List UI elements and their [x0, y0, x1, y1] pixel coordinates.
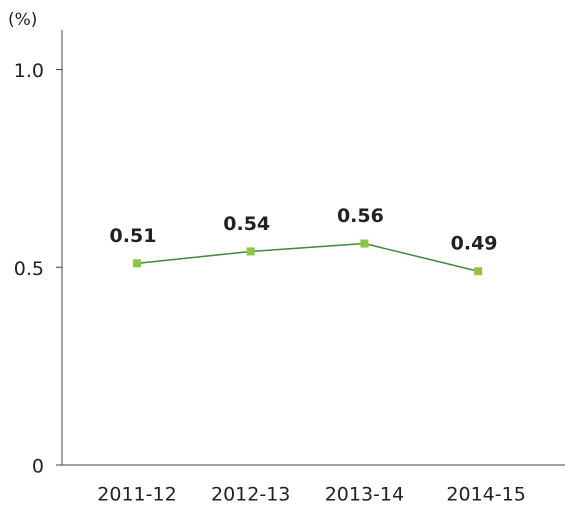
- data-label: 0.51: [110, 225, 157, 247]
- marker: [474, 267, 483, 276]
- x-tick-label: 2014-15: [446, 484, 525, 506]
- x-tick-label: 2012-13: [211, 484, 290, 506]
- data-label: 0.56: [337, 205, 384, 227]
- y-axis-label: (%): [8, 10, 37, 30]
- marker: [133, 259, 141, 268]
- x-tick-label: 2013-14: [325, 484, 404, 506]
- data-label: 0.54: [223, 213, 270, 235]
- data-label: 0.49: [451, 233, 498, 255]
- line: [136, 242, 479, 272]
- y-tick-label: 0: [32, 456, 44, 478]
- y-tick-label: 0.5: [14, 258, 44, 280]
- y-tick-label: 1.0: [14, 60, 44, 82]
- marker: [360, 239, 369, 248]
- x-tick-label: 2011-12: [97, 484, 176, 506]
- marker: [246, 247, 255, 256]
